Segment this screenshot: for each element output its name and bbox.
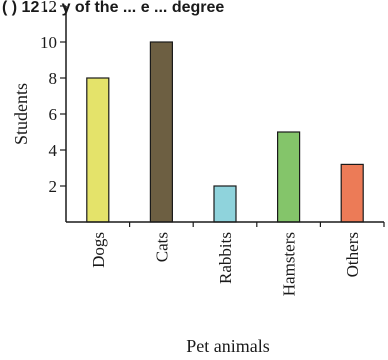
y-tick-label: 2 xyxy=(49,177,58,196)
bar-dogs xyxy=(86,77,110,223)
cropped-header-text: ( ) 12 ... y of the ... e ... degree xyxy=(2,0,224,16)
y-axis-title: Students xyxy=(11,83,31,145)
x-tick-label: Others xyxy=(343,232,362,277)
y-tick-label: 8 xyxy=(49,69,58,88)
y-tick-label: 12 xyxy=(40,0,57,16)
x-axis-ticks: Dogs Cats Rabbits Hamsters Others xyxy=(89,222,385,296)
x-axis-title: Pet animals xyxy=(186,336,270,356)
y-tick-label: 6 xyxy=(49,105,58,124)
x-tick-label: Cats xyxy=(152,232,171,262)
bar-cats xyxy=(149,41,173,223)
x-tick-label: Hamsters xyxy=(280,232,299,296)
y-tick-label: 10 xyxy=(40,33,57,52)
bars xyxy=(86,41,364,223)
bar-hamsters xyxy=(277,131,301,223)
bar-rabbits xyxy=(213,185,237,223)
y-axis-ticks: 2 4 6 8 10 12 xyxy=(40,0,66,196)
y-tick-label: 4 xyxy=(49,141,58,160)
bar-others xyxy=(340,163,364,223)
x-tick-label: Rabbits xyxy=(216,232,235,284)
x-tick-label: Dogs xyxy=(89,232,108,268)
